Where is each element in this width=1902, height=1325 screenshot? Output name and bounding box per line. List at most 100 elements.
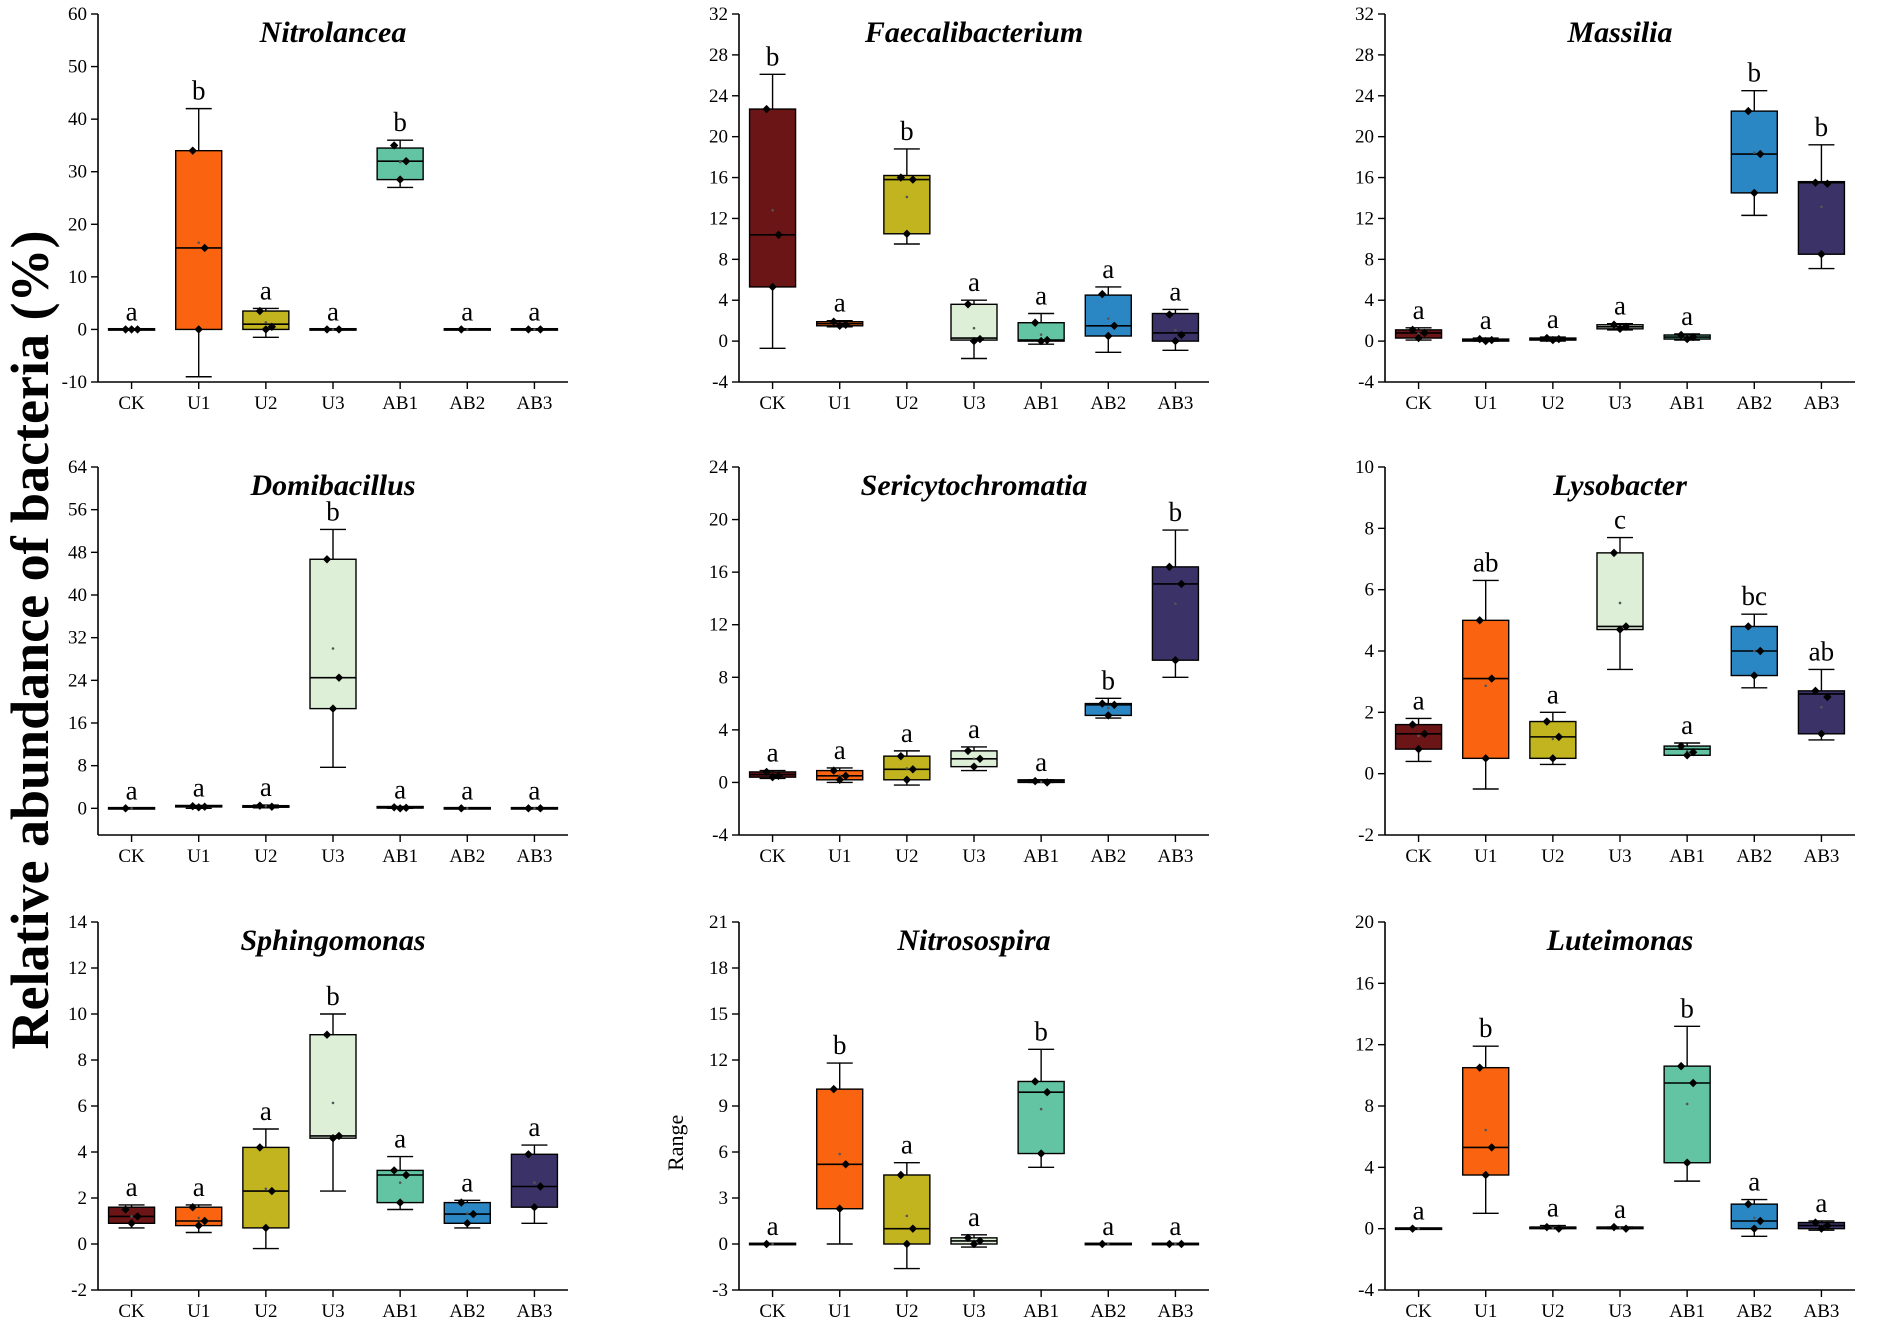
box-iqr: [1663, 1065, 1711, 1164]
x-tick-label: U1: [1474, 393, 1497, 414]
x-tick-label: U2: [1541, 846, 1564, 867]
data-point: [829, 1084, 838, 1094]
panel-faecalibacterium: -4 0 4 8 12 16 20 24 28 32 CK U1 U2 U3 AB1 AB2 AB3 Faecal…: [709, 4, 1209, 414]
box-u3: a: [950, 714, 998, 772]
box-iqr: [1797, 690, 1846, 735]
data-point: [121, 804, 130, 813]
box-iqr: [1084, 294, 1132, 337]
box-ab1: a: [376, 1124, 424, 1211]
data-point: [457, 1198, 466, 1207]
data-point: [1682, 1158, 1692, 1167]
box-u2: a: [1529, 1193, 1577, 1233]
significance-letter: a: [126, 1172, 138, 1202]
y-tick-label: 10: [1355, 457, 1374, 478]
x-tick-label: AB2: [1090, 1301, 1126, 1322]
data-point: [267, 1186, 277, 1196]
significance-letter: b: [393, 107, 407, 137]
mean-point: [398, 1181, 402, 1184]
data-point: [389, 1166, 399, 1175]
data-point: [1420, 729, 1429, 738]
mean-point: [972, 757, 976, 761]
data-point: [1171, 336, 1180, 346]
mean-point: [1106, 1242, 1110, 1246]
x-tick-label: AB2: [449, 1301, 485, 1322]
data-point: [255, 306, 265, 316]
y-tick-label: 3: [719, 1188, 729, 1209]
x-tick-label: AB2: [1736, 846, 1772, 867]
data-point: [524, 325, 533, 334]
box-u3: a: [1596, 291, 1644, 334]
mean-point: [771, 1242, 774, 1246]
box-ck: b: [748, 41, 797, 349]
data-point: [896, 1170, 906, 1180]
significance-letter: a: [193, 773, 205, 803]
significance-letter: a: [834, 735, 846, 765]
data-point: [1104, 711, 1113, 720]
x-tick-label: U1: [187, 1301, 210, 1322]
x-tick-label: CK: [1405, 1301, 1432, 1322]
box-u1: a: [1462, 305, 1510, 346]
mean-point: [1417, 734, 1420, 738]
data-point: [1744, 1199, 1753, 1209]
data-point: [841, 771, 850, 781]
data-point: [1414, 744, 1423, 754]
box-ck: a: [1394, 295, 1443, 343]
box-ck: a: [748, 1211, 797, 1249]
mean-point: [1551, 737, 1555, 741]
data-point: [328, 704, 338, 713]
data-point: [1414, 333, 1423, 343]
data-point: [200, 802, 209, 811]
panel-nitrosospira: -3 0 3 6 9 12 15 18 21 CK U1 U2 U3 AB1 AB2 AB3 Nitrososp…: [663, 912, 1209, 1322]
panel-massilia: -4 0 4 8 12 16 20 24 28 32 CK U1 U2 U3 AB1 AB2 AB3 Massil…: [1355, 4, 1855, 414]
significance-letter: b: [1479, 1013, 1493, 1043]
mean-point: [1106, 706, 1110, 710]
y-tick-label: 8: [1365, 518, 1375, 539]
box-ab3: a: [1797, 1188, 1846, 1233]
data-point: [908, 765, 918, 774]
significance-letter: ab: [1473, 547, 1498, 577]
box-ck: a: [107, 296, 156, 334]
significance-letter: a: [1547, 1193, 1559, 1223]
significance-letter: a: [1681, 301, 1693, 331]
y-tick-label: 56: [68, 500, 87, 521]
y-tick-label: 2: [1365, 702, 1375, 723]
y-tick-label: 4: [1365, 1157, 1375, 1178]
significance-letter: a: [1035, 281, 1047, 311]
data-point: [188, 802, 197, 811]
data-point: [1030, 318, 1040, 327]
data-point: [1615, 324, 1625, 334]
box-u3: b: [309, 496, 357, 768]
box-u1: a: [816, 735, 864, 784]
y-tick-label: 24: [68, 670, 88, 691]
significance-letter: b: [766, 41, 780, 71]
mean-point: [331, 1101, 335, 1105]
data-point: [1165, 310, 1174, 319]
data-point: [1042, 778, 1052, 787]
data-point: [1817, 1224, 1826, 1233]
y-tick-label: 64: [68, 457, 88, 478]
significance-letter: a: [394, 774, 406, 804]
box-ab3: a: [510, 775, 559, 813]
box-ab3: b: [1151, 497, 1200, 678]
data-point: [457, 804, 466, 813]
y-tick-label: 60: [68, 4, 87, 25]
significance-letter: a: [461, 1167, 473, 1197]
data-point: [1171, 656, 1180, 665]
data-point: [835, 1204, 844, 1213]
y-tick-label: 16: [709, 562, 728, 583]
mean-point: [465, 328, 469, 331]
significance-letter: a: [834, 288, 846, 318]
data-point: [1823, 1221, 1832, 1230]
box-ck: a: [1394, 685, 1443, 763]
box-ab3: a: [1151, 276, 1200, 352]
box-iqr: [1797, 180, 1846, 255]
significance-letter: a: [461, 775, 473, 805]
data-point: [768, 282, 777, 292]
data-point: [1682, 334, 1692, 344]
data-point: [1110, 321, 1119, 330]
y-tick-label: 16: [68, 713, 87, 734]
y-tick-label: 14: [68, 912, 88, 933]
data-point: [194, 803, 203, 812]
x-tick-label: U3: [1608, 1301, 1631, 1322]
